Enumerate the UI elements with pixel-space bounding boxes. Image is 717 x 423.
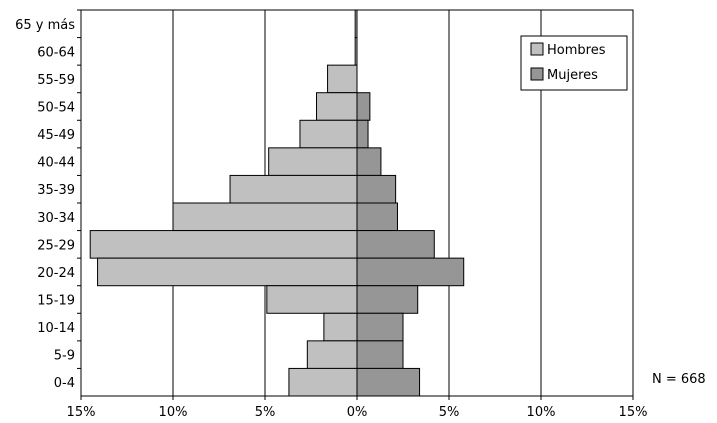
bar-hombres-45-49 [299,119,358,149]
bar-hombres-5-9 [306,340,358,369]
bar-mujeres-50-54 [356,92,371,121]
bar-mujeres-10-14 [356,312,404,342]
bar-mujeres-20-24 [356,257,465,287]
bar-hombres-0-4 [288,367,358,397]
y-tick-label: 40-44 [37,156,75,171]
bar-hombres-10-14 [323,312,358,342]
y-tick-label: 65 y más [15,18,75,33]
legend-swatch-mujeres [530,67,544,81]
legend-label-hombres: Hombres [547,43,606,58]
y-tick-label: 55-59 [37,73,75,88]
x-tick-label: 0% [347,405,368,420]
bar-hombres-35-39 [229,174,358,204]
bar-mujeres-5-9 [356,340,404,369]
bar-hombres-20-24 [97,257,358,287]
y-tick-label: 35-39 [37,183,75,198]
y-axis-tick-labels: 65 y más 60-64 55-59 50-54 45-49 40-44 35-39 30… [15,9,81,391]
bar-mujeres-35-39 [356,174,397,204]
bar-mujeres-15-19 [356,285,419,314]
x-tick-label: 5% [255,405,276,420]
y-tick-label: 30-34 [37,211,75,226]
bar-mujeres-25-29 [356,230,435,259]
x-axis-tick-labels: 15% 10% 5% 0% 5% 10% 15% [67,396,648,420]
bar-hombres-15-19 [266,285,358,314]
x-tick-label: 10% [159,405,188,420]
y-tick-label: 20-24 [37,266,75,281]
x-tick-label: 5% [439,405,460,420]
legend-swatch-hombres [530,42,544,56]
y-tick-label: 25-29 [37,238,75,253]
legend-label-mujeres: Mujeres [547,68,598,83]
x-tick-label: 15% [67,405,96,420]
bar-hombres-55-59 [327,64,358,94]
bar-mujeres-45-49 [356,119,369,149]
x-tick-label: 15% [619,405,648,420]
y-tick-label: 60-64 [37,45,75,60]
y-tick-label: 15-19 [37,294,75,309]
x-tick-label: 10% [527,405,556,420]
bar-mujeres-40-44 [356,147,382,176]
y-tick-label: 50-54 [37,101,75,116]
sample-size-note: N = 668 [652,372,706,387]
y-tick-label: 0-4 [54,376,75,391]
bar-mujeres-0-4 [356,367,421,397]
bar-hombres-50-54 [316,92,358,121]
legend: Hombres Mujeres [520,35,628,91]
bar-hombres-30-34 [172,202,358,232]
y-tick-label: 5-9 [54,349,75,364]
bar-hombres-25-29 [89,230,358,259]
y-tick-label: 10-14 [37,321,75,336]
bar-mujeres-30-34 [356,202,398,232]
y-tick-label: 45-49 [37,128,75,143]
bar-hombres-40-44 [268,147,358,176]
bars [89,9,465,397]
